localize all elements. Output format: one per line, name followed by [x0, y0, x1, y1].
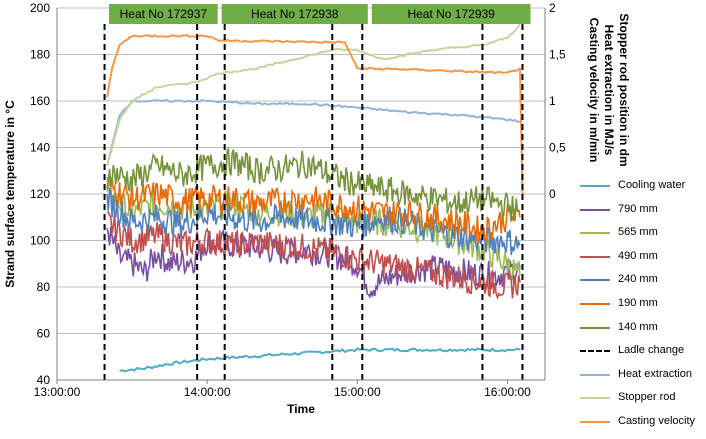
legend-swatch: [580, 350, 610, 353]
y-tick-label: 120: [30, 187, 50, 201]
y-tick-label: 140: [30, 141, 50, 155]
series-140-mm: [106, 148, 521, 222]
temperature-chart: Heat No 172937 Heat No 172938 Heat No 1729…: [3, 1, 631, 416]
y2-tick-label: 1,5: [549, 48, 566, 62]
legend-label: 790 mm: [618, 202, 658, 215]
legend-label: Heat extraction: [618, 367, 692, 380]
series-cooling-water: [119, 347, 521, 373]
axes: [56, 8, 546, 384]
y2-tick-label: 1: [549, 94, 556, 108]
series-lines: [106, 24, 524, 373]
heat-band: [221, 4, 368, 24]
heat-label: Heat No 172938: [251, 7, 339, 21]
legend-label: 565 mm: [618, 226, 658, 239]
y-axis-title: Strand surface temperature in °C: [3, 100, 17, 288]
y-tick-label: 160: [30, 94, 50, 108]
y2-tick-label: 0: [549, 187, 556, 201]
legend-swatch: [580, 255, 610, 258]
series-240-mm: [106, 187, 521, 256]
heat-label: Heat No 172939: [407, 7, 495, 21]
y-tick-label: 40: [37, 373, 51, 387]
y-tick-label: 200: [30, 1, 50, 15]
legend-item: 490 mm: [578, 250, 704, 274]
heat-label: Heat No 172937: [120, 7, 208, 21]
heat-band: [371, 4, 531, 24]
x-tick-label: 13:00:00: [34, 385, 81, 399]
legend-swatch: [580, 208, 610, 211]
legend-label: 240 mm: [618, 273, 658, 286]
y-tick-label: 180: [30, 48, 50, 62]
legend-item: 790 mm: [578, 203, 704, 227]
y2-axis-title: Heat extraction in MJ/s: [602, 25, 616, 156]
y-tick-label: 100: [30, 234, 50, 248]
legend: Cooling water 790 mm 565 mm 490 mm 240 mm 190…: [578, 179, 704, 439]
y2-axis-title: Stopper rod position in dm: [617, 13, 631, 166]
legend-item: Ladle change: [578, 344, 704, 368]
legend-item: 190 mm: [578, 297, 704, 321]
legend-label: Cooling water: [618, 179, 686, 191]
legend-swatch: [580, 373, 610, 376]
legend-item: 140 mm: [578, 321, 704, 345]
x-tick-label: 16:00:00: [484, 385, 531, 399]
legend-swatch: [580, 397, 610, 400]
heat-bands: Heat No 172937 Heat No 172938 Heat No 1729…: [109, 4, 531, 24]
series-stopper-rod: [106, 24, 521, 166]
legend-label: Stopper rod: [618, 391, 676, 404]
legend-swatch: [580, 302, 610, 305]
series-heat-extraction: [106, 99, 521, 166]
x-axis-title: Time: [287, 402, 315, 416]
y-tick-label: 60: [37, 327, 51, 341]
legend-swatch: [580, 326, 610, 329]
y2-tick-label: 2: [549, 1, 556, 15]
series-490-mm: [107, 211, 521, 301]
legend-swatch: [580, 420, 610, 423]
axis-labels: 40 60 80 100 120 140 160 180 200 0 0,5 1 1,5 2 13:00:0…: [3, 1, 631, 416]
legend-item: Heat extraction: [578, 368, 704, 392]
legend-label: Casting velocity: [618, 414, 696, 427]
series-790-mm: [106, 226, 521, 300]
legend-label: 140 mm: [618, 320, 658, 333]
legend-label: 190 mm: [618, 296, 658, 309]
legend-label: 490 mm: [618, 249, 658, 262]
legend-item: Casting velocity: [578, 415, 704, 439]
x-tick-label: 15:00:00: [334, 385, 381, 399]
y2-axis-title: Casting velocity in m/min: [587, 18, 601, 163]
legend-item: 565 mm: [578, 226, 704, 250]
legend-item: Cooling water: [578, 179, 704, 203]
legend-label: Ladle change: [618, 344, 685, 357]
series-casting-velocity: [106, 33, 524, 195]
legend-swatch: [580, 185, 610, 187]
legend-swatch: [580, 232, 610, 235]
x-tick-label: 14:00:00: [184, 385, 231, 399]
y2-tick-label: 0,5: [549, 141, 566, 155]
y-tick-label: 80: [37, 280, 51, 294]
legend-item: Stopper rod: [578, 391, 704, 415]
heat-band: [109, 4, 218, 24]
legend-swatch: [580, 279, 610, 282]
legend-item: 240 mm: [578, 273, 704, 297]
